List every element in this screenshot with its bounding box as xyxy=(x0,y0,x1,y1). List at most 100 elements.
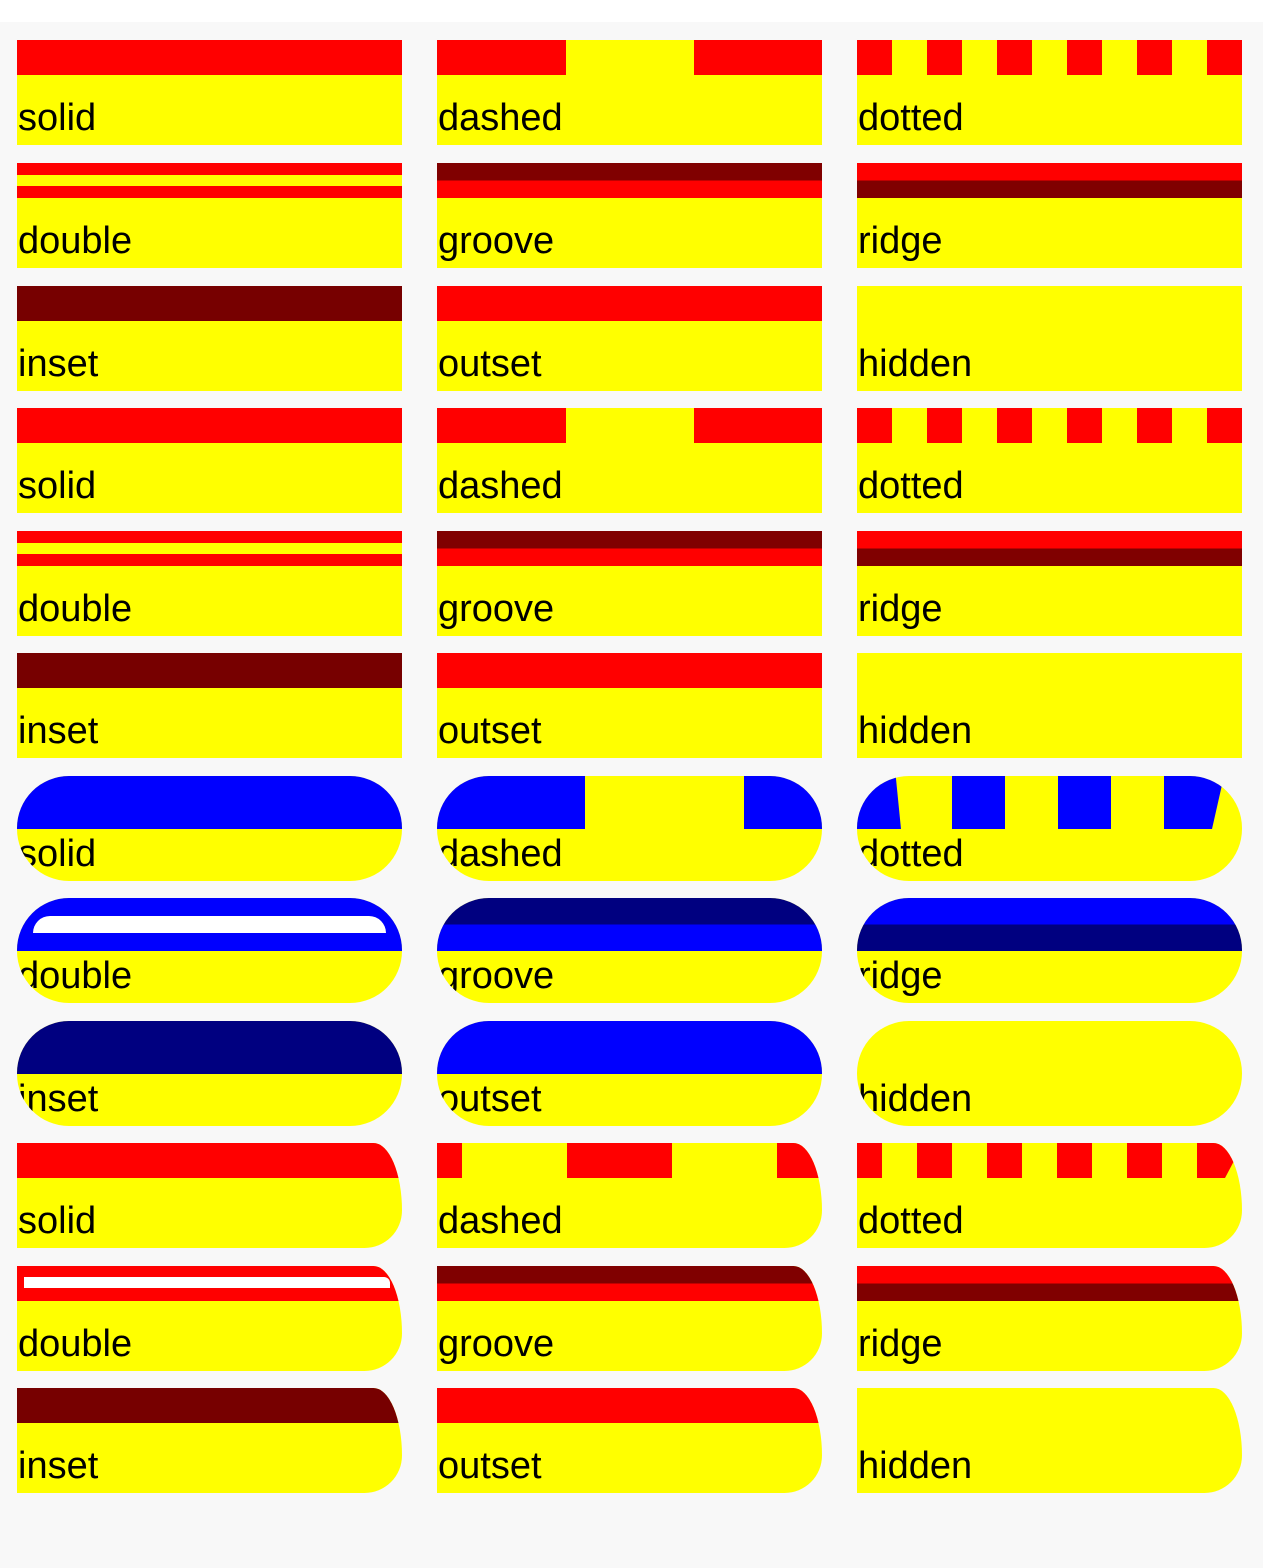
border-box-inset: inset xyxy=(17,653,402,758)
border-box-dotted: dotted xyxy=(857,1143,1242,1248)
dash-segment xyxy=(437,408,566,443)
box-label: dashed xyxy=(438,1200,563,1242)
row-3: inset outset hidden xyxy=(0,286,1263,391)
box-label: solid xyxy=(18,465,97,507)
dot-segment xyxy=(857,40,892,75)
border-box-groove: groove xyxy=(437,1266,822,1371)
border-box-hidden: hidden xyxy=(857,1021,1242,1126)
border-box-groove: groove xyxy=(437,163,822,268)
box-label: inset xyxy=(18,710,99,752)
top-border-hidden xyxy=(857,1021,1242,1074)
top-border-solid xyxy=(17,40,402,75)
dash-segment xyxy=(437,776,585,829)
border-box-double: double xyxy=(17,163,402,268)
box-label: solid xyxy=(18,1200,97,1242)
row-10: solid dashed dotted xyxy=(0,1143,1263,1248)
box-label: groove xyxy=(438,220,555,262)
dot-segment xyxy=(1067,408,1102,443)
border-box-outset: outset xyxy=(437,1021,822,1126)
dot-segment xyxy=(927,408,962,443)
top-border-ridge xyxy=(857,1266,1242,1301)
dot-segment xyxy=(857,408,892,443)
top-border-inset xyxy=(17,286,402,321)
top-border-groove xyxy=(437,531,822,566)
top-border-double xyxy=(17,163,402,198)
border-box-solid: solid xyxy=(17,1143,402,1248)
top-border-ridge xyxy=(857,898,1242,951)
box-label: groove xyxy=(438,588,555,630)
dot-segment xyxy=(1067,40,1102,75)
dash-segment xyxy=(567,1143,672,1178)
box-label: dotted xyxy=(858,1200,964,1242)
dot-segment xyxy=(1207,40,1242,75)
box-label: hidden xyxy=(858,710,973,752)
row-1: solid dashed dotted xyxy=(0,40,1263,145)
box-label: solid xyxy=(18,97,97,139)
box-label: double xyxy=(18,955,133,997)
double-gap xyxy=(24,1277,390,1288)
border-box-outset: outset xyxy=(437,1388,822,1493)
row-4: solid dashed dotted xyxy=(0,408,1263,513)
border-box-double: double xyxy=(17,531,402,636)
top-border-groove xyxy=(437,163,822,198)
top-border-solid xyxy=(17,1143,402,1178)
box-label: dotted xyxy=(858,97,964,139)
box-label: groove xyxy=(438,1323,555,1365)
dash-segment xyxy=(777,1143,822,1178)
row-12: inset outset hidden xyxy=(0,1388,1263,1493)
box-label: outset xyxy=(438,710,542,752)
border-box-dashed: dashed xyxy=(437,40,822,145)
dot-segment xyxy=(952,776,1005,829)
border-box-double: double xyxy=(17,898,402,1003)
top-border-inset xyxy=(17,653,402,688)
box-label: inset xyxy=(18,343,99,385)
row-7: solid dashed dotted xyxy=(0,776,1263,881)
top-border-groove xyxy=(437,898,822,951)
dash-segment xyxy=(694,40,822,75)
top-border-dotted xyxy=(857,408,1242,443)
box-label: outset xyxy=(438,343,542,385)
top-border-groove xyxy=(437,1266,822,1301)
border-box-inset: inset xyxy=(17,1021,402,1126)
border-box-dotted: dotted xyxy=(857,776,1242,881)
border-box-hidden: hidden xyxy=(857,286,1242,391)
box-label: outset xyxy=(438,1445,542,1487)
box-label: solid xyxy=(18,833,97,875)
box-label: double xyxy=(18,588,133,630)
dot-segment xyxy=(1127,1143,1162,1178)
border-box-groove: groove xyxy=(437,531,822,636)
top-border-solid xyxy=(17,776,402,829)
top-border-inset xyxy=(17,1388,402,1423)
dot-segment xyxy=(857,776,901,829)
row-2: double groove ridge xyxy=(0,163,1263,268)
border-box-ridge: ridge xyxy=(857,531,1242,636)
box-label: double xyxy=(18,1323,133,1365)
top-border-double xyxy=(17,1266,402,1301)
dot-segment xyxy=(1197,1143,1237,1178)
dash-segment xyxy=(437,1143,462,1178)
dot-segment xyxy=(987,1143,1022,1178)
border-box-groove: groove xyxy=(437,898,822,1003)
dot-segment xyxy=(1207,408,1242,443)
box-label: dashed xyxy=(438,833,563,875)
box-label: groove xyxy=(438,955,555,997)
top-border-ridge xyxy=(857,163,1242,198)
row-6: inset outset hidden xyxy=(0,653,1263,758)
box-label: hidden xyxy=(858,1445,973,1487)
border-box-solid: solid xyxy=(17,408,402,513)
top-border-hidden xyxy=(857,1388,1242,1423)
top-border-dashed xyxy=(437,1143,822,1178)
box-label: inset xyxy=(18,1078,99,1120)
box-label: dotted xyxy=(858,833,964,875)
border-box-solid: solid xyxy=(17,776,402,881)
box-label: hidden xyxy=(858,1078,973,1120)
box-label: dashed xyxy=(438,97,563,139)
box-label: hidden xyxy=(858,343,973,385)
dot-segment xyxy=(997,40,1032,75)
box-label: double xyxy=(18,220,133,262)
dot-segment xyxy=(997,408,1032,443)
top-border-outset xyxy=(437,286,822,321)
dot-segment xyxy=(1137,408,1172,443)
top-border-dotted xyxy=(857,40,1242,75)
demo-canvas: solid dashed dotted double xyxy=(0,22,1263,1568)
